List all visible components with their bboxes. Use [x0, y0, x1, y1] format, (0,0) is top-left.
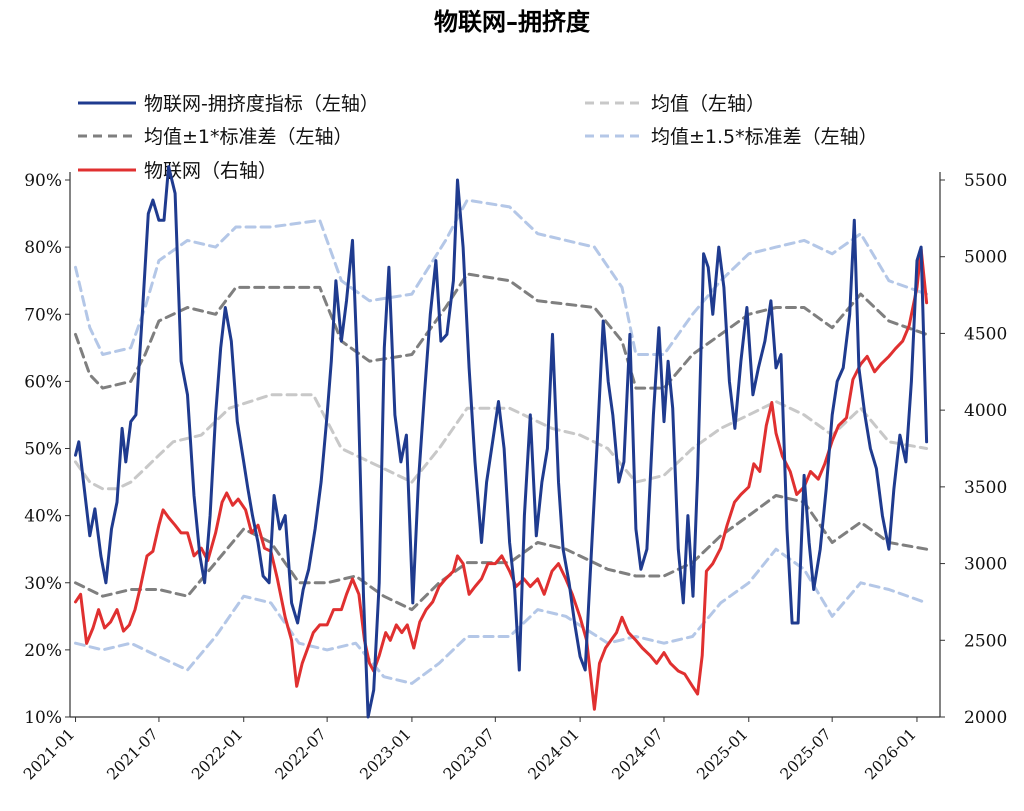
- x-tick-label: 2024-01: [525, 725, 583, 783]
- y-left-tick-label: 60%: [24, 372, 62, 392]
- y-left-tick-label: 70%: [24, 305, 62, 325]
- legend: 物联网-拥挤度指标（左轴） 均值（左轴） 均值±1*标准差（左轴） 均值±1.5*标准…: [78, 93, 878, 182]
- series-line-4: [74, 198, 929, 356]
- y-left-tick-label: 80%: [24, 238, 62, 258]
- y-left-tick-label: 10%: [24, 708, 62, 728]
- y-left-tick-label: 50%: [24, 440, 62, 460]
- y-right-tick-label: 3500: [964, 478, 1007, 498]
- series-layer: [74, 165, 929, 719]
- x-tick-label: 2022-01: [188, 725, 246, 783]
- chart-title: 物联网–拥挤度: [434, 8, 591, 36]
- series-line-6: [74, 247, 929, 711]
- x-tick-label: 2025-07: [777, 725, 835, 783]
- legend-label: 均值±1.5*标准差（左轴）: [651, 126, 878, 148]
- x-tick-label: 2021-01: [20, 725, 78, 783]
- y-right-tick-label: 5000: [964, 248, 1007, 268]
- x-tick-label: 2024-07: [609, 725, 667, 783]
- x-tick-label: 2025-01: [693, 725, 751, 783]
- x-tick-label: 2023-07: [440, 725, 498, 783]
- x-tick-label: 2026-01: [862, 725, 920, 783]
- axes: 10% 20% 30% 40% 50% 60% 70% 80% 90% 2000 2500 3000 3…: [20, 171, 1007, 783]
- series-line-1: [74, 393, 929, 491]
- x-tick-label: 2022-07: [272, 725, 330, 783]
- series-line-2: [74, 272, 929, 390]
- y-left-tick-label: 30%: [24, 574, 62, 594]
- y-left-tick-label: 90%: [24, 171, 62, 191]
- y-right-tick-label: 4500: [964, 324, 1007, 344]
- legend-label: 均值（左轴）: [651, 93, 765, 115]
- series-line-5: [74, 547, 929, 685]
- y-left-tick-label: 20%: [24, 641, 62, 661]
- legend-label: 均值±1*标准差（左轴）: [144, 126, 353, 148]
- legend-label: 物联网-拥挤度指标（左轴）: [144, 93, 379, 115]
- y-right-tick-label: 2500: [964, 631, 1007, 651]
- legend-label: 物联网（右轴）: [144, 160, 277, 182]
- y-right-tick-label: 2000: [964, 708, 1007, 728]
- y-right-tick-label: 3000: [964, 555, 1007, 575]
- y-right-tick-label: 5500: [964, 171, 1007, 191]
- x-tick-label: 2021-07: [103, 725, 161, 783]
- y-left-tick-label: 40%: [24, 507, 62, 527]
- y-right-tick-label: 4000: [964, 401, 1007, 421]
- series-line-0: [74, 165, 929, 719]
- x-tick-label: 2023-01: [356, 725, 414, 783]
